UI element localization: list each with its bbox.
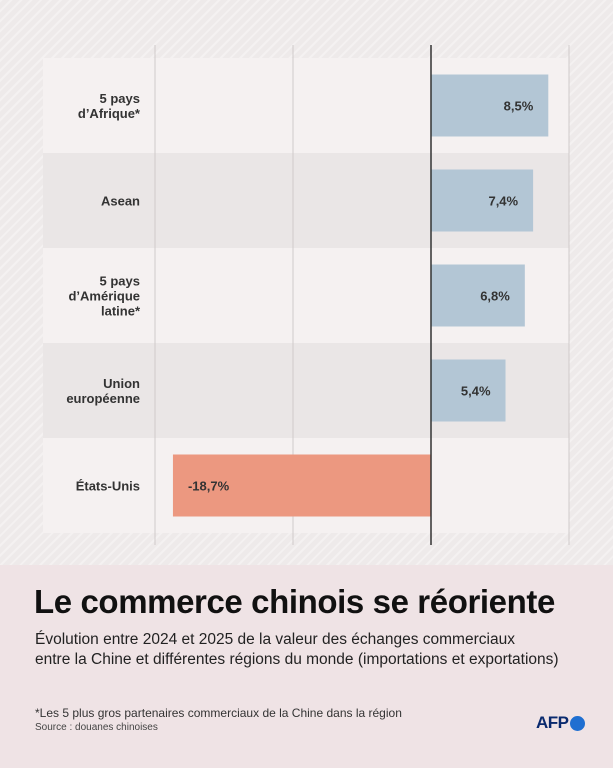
footer-panel [0, 565, 613, 768]
afp-logo: AFP [536, 713, 585, 733]
afp-logo-text: AFP [536, 713, 569, 732]
chart-area: 8,5% 5 pays d’Afrique* 7,4% Asean 6,8% 5 pays d… [0, 0, 613, 565]
footnote: *Les 5 plus gros partenaires commerciaux… [35, 706, 402, 720]
category-label-line: latine* [101, 304, 141, 319]
data-label: -18,7% [188, 479, 230, 494]
chart-subtitle: Évolution entre 2024 et 2025 de la valeu… [35, 630, 595, 670]
data-label: 7,4% [488, 194, 518, 209]
category-label: 5 pays d’Afrique* [78, 91, 141, 121]
afp-logo-dot-icon [569, 715, 585, 731]
category-label-line: d’Afrique* [78, 106, 141, 121]
bar [431, 359, 506, 422]
category-label-line: Union [103, 376, 140, 391]
category-label: Asean [101, 194, 140, 209]
subtitle-line: Évolution entre 2024 et 2025 de la valeu… [35, 631, 515, 648]
subtitle-line: entre la Chine et différentes régions du… [35, 651, 559, 668]
bar [172, 454, 431, 517]
category-label-line: 5 pays [100, 274, 140, 289]
category-label-line: européenne [66, 391, 140, 406]
category-label-line: États-Unis [76, 479, 140, 494]
category-label: États-Unis [76, 479, 140, 494]
category-label: Union européenne [66, 376, 140, 406]
category-label-line: Asean [101, 194, 140, 209]
source-note: Source : douanes chinoises [35, 722, 158, 733]
data-label: 8,5% [504, 99, 534, 114]
chart-title: Le commerce chinois se réoriente [34, 583, 555, 620]
bar [431, 74, 549, 137]
data-label: 6,8% [480, 289, 510, 304]
category-label-line: d’Amérique [68, 289, 140, 304]
bar [431, 169, 534, 232]
category-label-line: 5 pays [100, 91, 140, 106]
category-label: 5 pays d’Amérique latine* [68, 274, 140, 319]
bar [431, 264, 525, 327]
data-label: 5,4% [461, 384, 491, 399]
